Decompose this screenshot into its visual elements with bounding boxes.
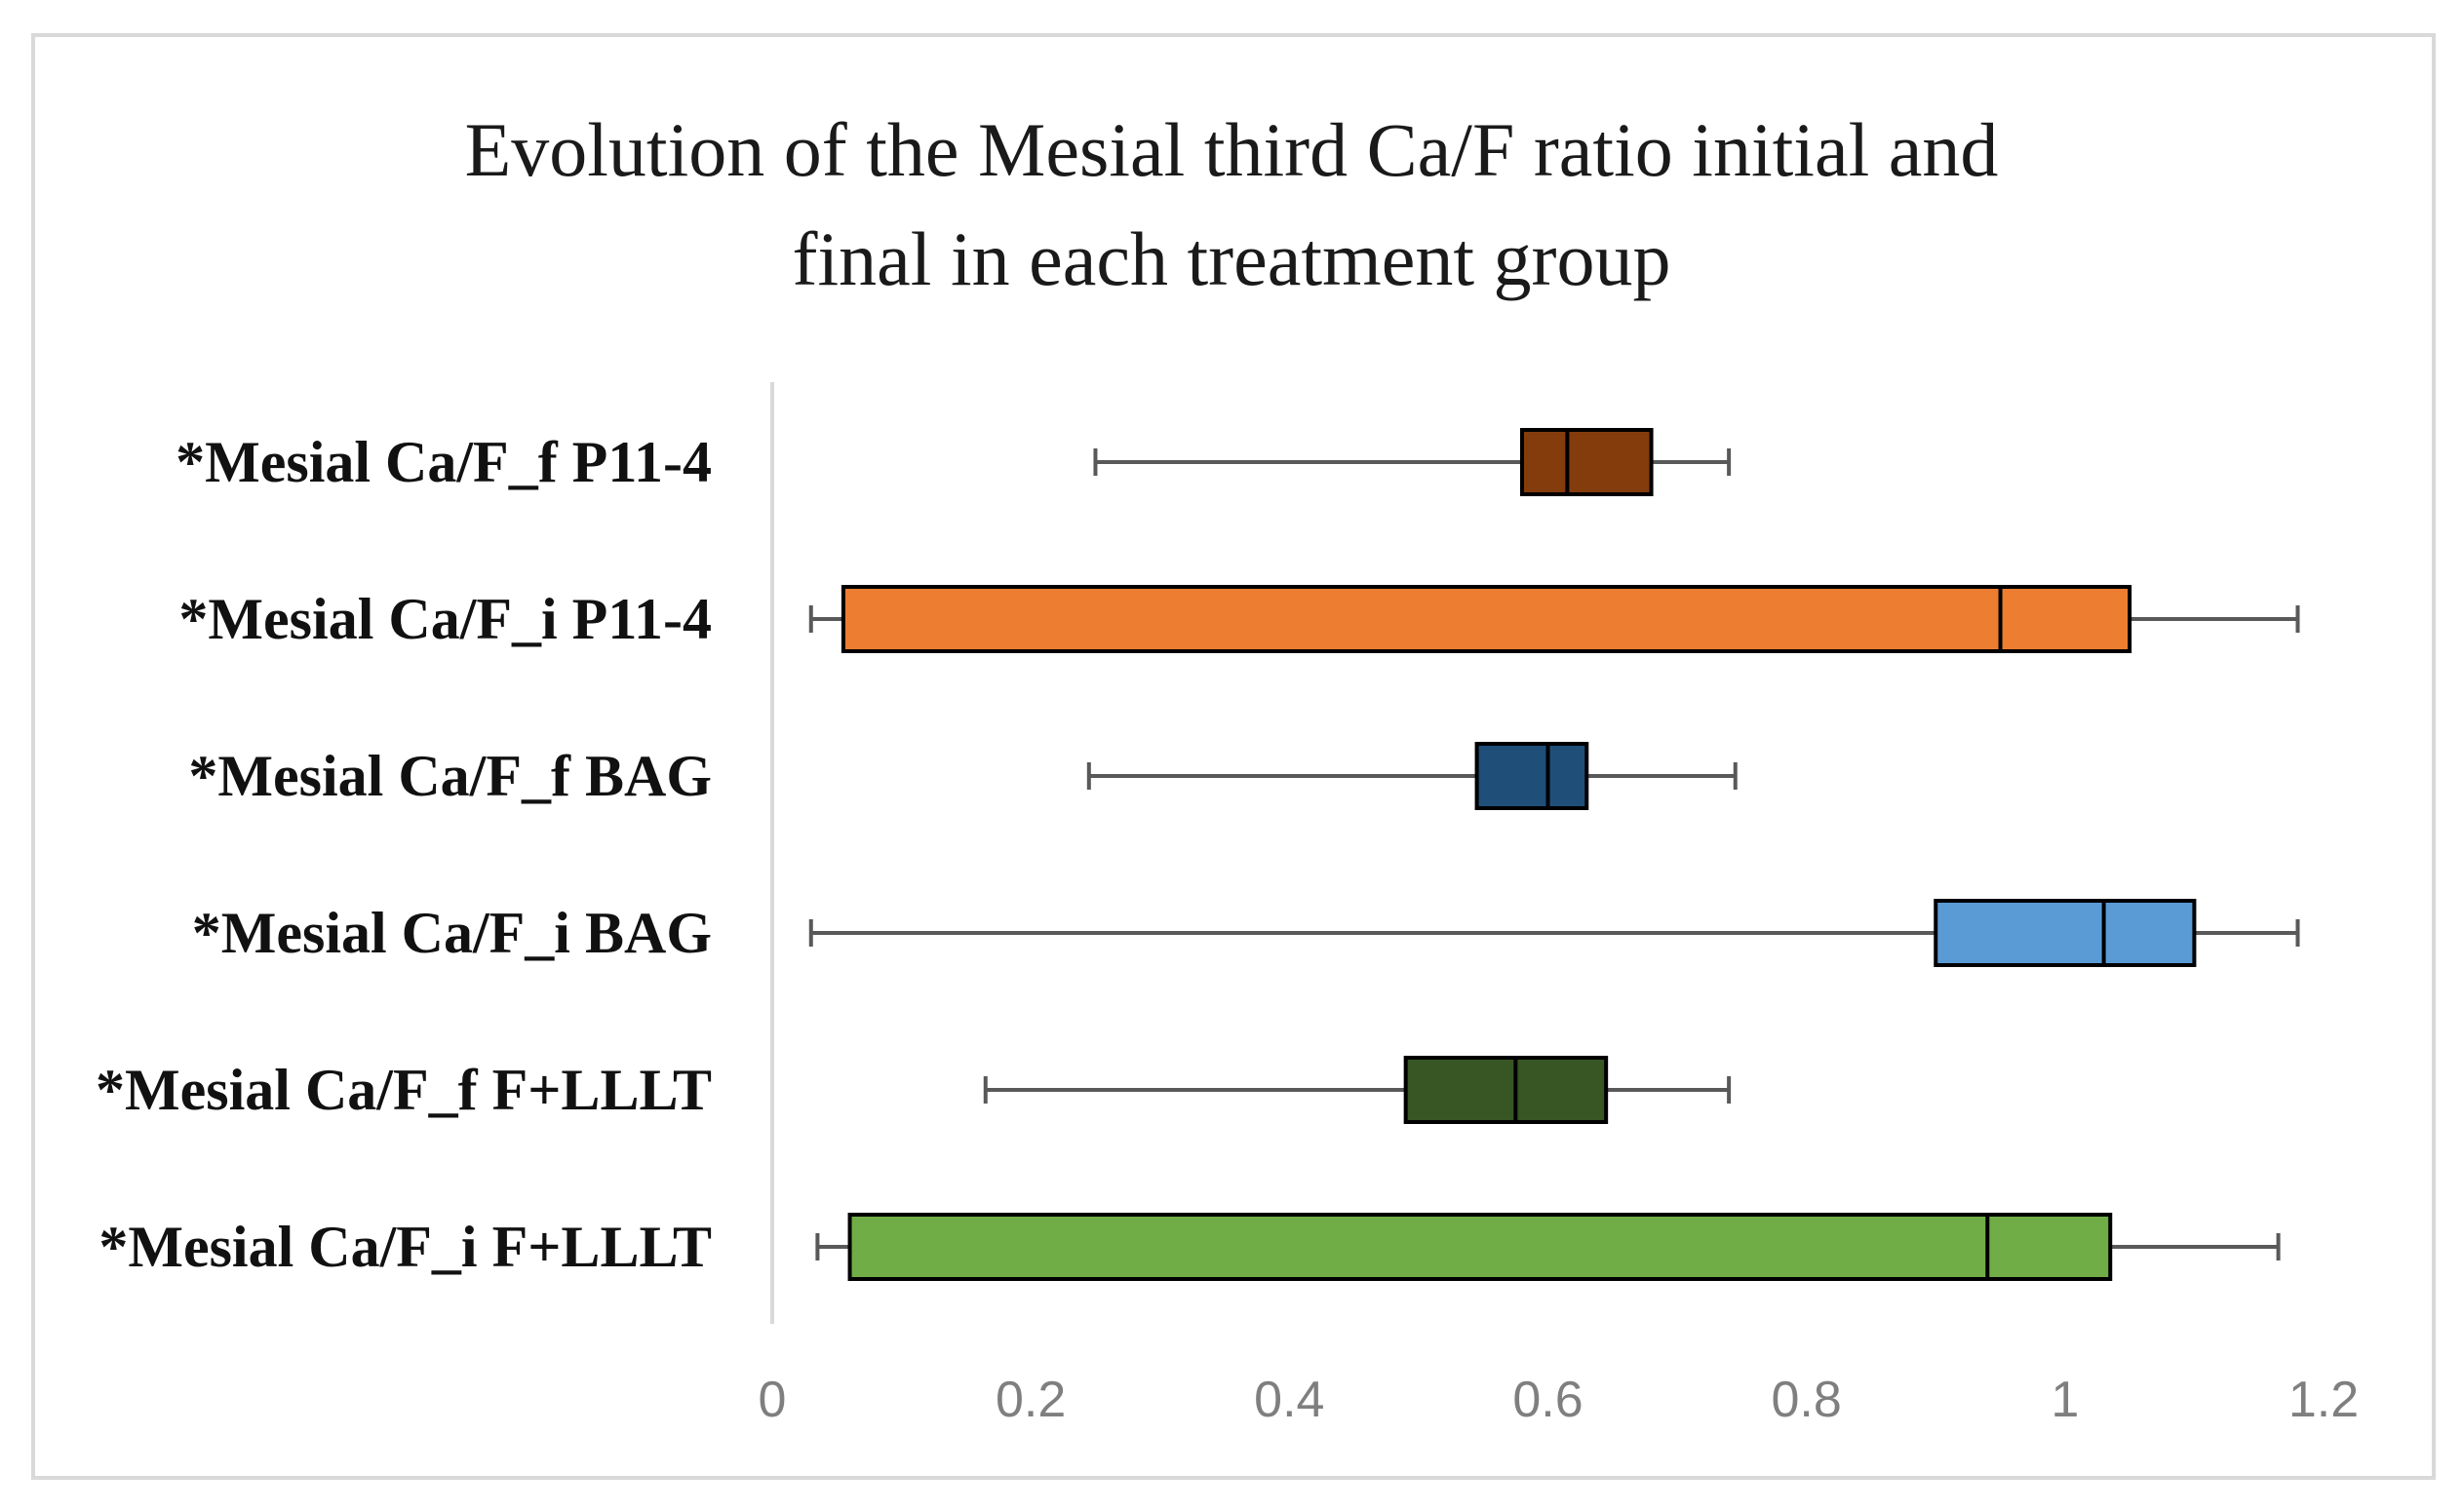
iqr-box <box>1474 742 1589 810</box>
iqr-box <box>1403 1056 1609 1124</box>
iqr-box <box>1519 428 1654 496</box>
chart-title-line-2: final in each treatment group <box>792 216 1671 301</box>
category-label: *Mesial Ca/F_i F+LLLT <box>98 1215 712 1279</box>
box-group <box>983 1056 1732 1124</box>
x-tick-label: 1 <box>2051 1372 2079 1428</box>
category-label: *Mesial Ca/F_f F+LLLT <box>96 1058 712 1122</box>
iqr-box <box>841 585 2132 653</box>
x-tick-label: 1.2 <box>2288 1372 2359 1428</box>
category-label: *Mesial Ca/F_i BAG <box>192 901 712 965</box>
x-tick-label: 0.4 <box>1254 1372 1324 1428</box>
chart-title-line-1: Evolution of the Mesial third Ca/F ratio… <box>464 107 1999 192</box>
box-group <box>808 585 2300 653</box>
x-tick-label: 0.6 <box>1512 1372 1583 1428</box>
category-label: *Mesial Ca/F_f BAG <box>188 744 712 808</box>
iqr-box <box>1934 899 2197 967</box>
x-tick-label: 0.2 <box>996 1372 1066 1428</box>
chart-title: Evolution of the Mesial third Ca/F ratio… <box>0 96 2463 314</box>
category-label: *Mesial Ca/F_i P11-4 <box>178 587 712 651</box>
x-tick-label: 0 <box>759 1372 787 1428</box>
box-group <box>815 1213 2281 1281</box>
box-group <box>1086 742 1738 810</box>
box-group <box>808 899 2300 967</box>
box-group <box>1093 428 1732 496</box>
category-label: *Mesial Ca/F_f P11-4 <box>176 430 712 494</box>
x-tick-label: 0.8 <box>1772 1372 1842 1428</box>
iqr-box <box>847 1213 2113 1281</box>
